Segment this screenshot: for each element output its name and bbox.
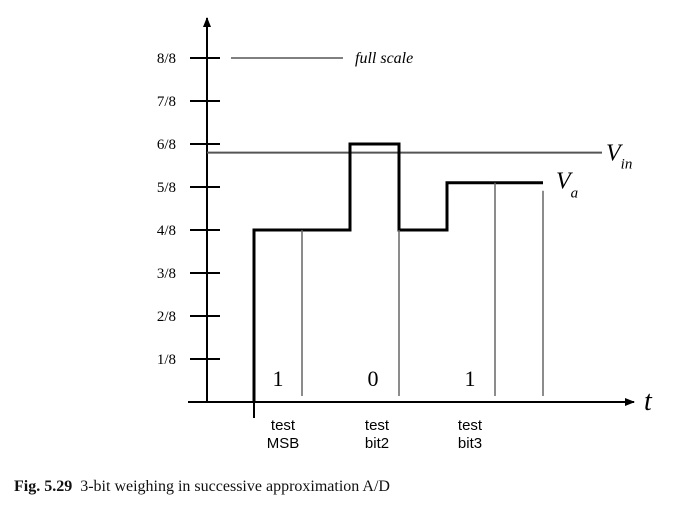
- y-tick-label: 7/8: [157, 94, 176, 110]
- test-label-line: test: [365, 417, 390, 434]
- full-scale-label: full scale: [355, 50, 413, 67]
- y-tick-label: 6/8: [157, 137, 176, 153]
- y-tick-label: 3/8: [157, 266, 176, 282]
- test-label-line: bit2: [365, 435, 389, 452]
- va-staircase: [252, 142, 543, 402]
- test-label-line: test: [458, 417, 483, 434]
- va-label: Va: [556, 169, 578, 202]
- bit-result-digit: 1: [273, 366, 284, 391]
- test-dividers: [253, 182, 544, 418]
- test-label-line: bit3: [458, 435, 482, 452]
- vin-label: Vin: [606, 141, 632, 173]
- y-tick-label: 2/8: [157, 309, 176, 325]
- caption-text: 3-bit weighing in successive approximati…: [80, 478, 390, 495]
- bit-results: 1 0 1: [273, 366, 476, 391]
- t-axis-label: t: [644, 386, 653, 417]
- bit-result-digit: 0: [368, 366, 379, 391]
- y-tick-label: 8/8: [157, 51, 176, 67]
- caption-label: Fig. 5.29: [14, 478, 73, 495]
- bit-result-digit: 1: [465, 366, 476, 391]
- y-tick-label: 4/8: [157, 223, 176, 239]
- figure-caption: Fig. 5.29 3-bit weighing in successive ap…: [14, 478, 390, 496]
- y-axis-ticks: 1/8 2/8 3/8 4/8 5/8 6/8 7/8 8/8: [157, 51, 220, 368]
- test-label-line: test: [271, 417, 296, 434]
- test-label-line: MSB: [267, 435, 300, 452]
- y-tick-label: 5/8: [157, 180, 176, 196]
- y-tick-label: 1/8: [157, 352, 176, 368]
